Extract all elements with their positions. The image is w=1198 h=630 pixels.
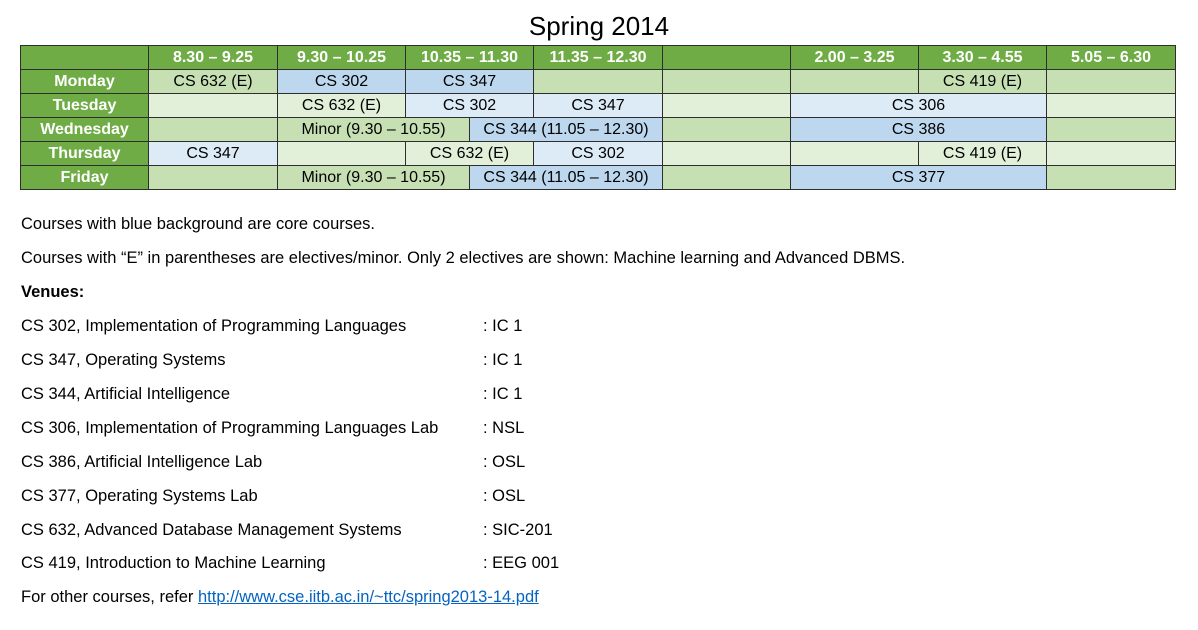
empty-cell (1046, 93, 1176, 118)
timetable: 8.30 – 9.25 9.30 – 10.25 10.35 – 11.30 11.3… (20, 45, 1176, 190)
header-slot: 11.35 – 12.30 (533, 45, 663, 70)
timetable-header-row: 8.30 – 9.25 9.30 – 10.25 10.35 – 11.30 11.3… (20, 45, 1176, 70)
venue-location: : OSL (483, 487, 526, 505)
timetable-row: Tuesday CS 632 (E) CS 302 CS 347 CS 306 (20, 93, 1176, 118)
timetable-row: Wednesday Minor (9.30 – 10.55) CS 344 (11.… (20, 117, 1176, 142)
empty-cell (277, 141, 406, 166)
course-cell: CS 632 (E) (405, 141, 534, 166)
empty-cell (148, 165, 278, 190)
empty-cell (148, 93, 278, 118)
empty-cell (1046, 117, 1176, 142)
day-label: Thursday (20, 141, 149, 166)
timetable-row: Monday CS 632 (E) CS 302 CS 347 CS 419 (E) (20, 69, 1176, 94)
course-cell: CS 632 (E) (148, 69, 278, 94)
course-cell: CS 344 (11.05 – 12.30) (469, 165, 663, 190)
venue-location: : OSL (483, 453, 526, 471)
empty-cell (790, 141, 919, 166)
venue-course: CS 306, Implementation of Programming La… (21, 419, 439, 437)
venue-location: : SIC-201 (483, 521, 553, 539)
header-slot: 5.05 – 6.30 (1046, 45, 1176, 70)
empty-cell (662, 165, 791, 190)
course-cell: CS 302 (405, 93, 534, 118)
empty-cell (1046, 141, 1176, 166)
venue-course: CS 347, Operating Systems (21, 351, 226, 369)
page-title: Spring 2014 (528, 11, 670, 41)
header-slot: 3.30 – 4.55 (918, 45, 1047, 70)
course-cell: CS 306 (790, 93, 1047, 118)
empty-cell (533, 69, 663, 94)
course-cell: Minor (9.30 – 10.55) (277, 117, 470, 142)
course-cell: CS 347 (533, 93, 663, 118)
venues-heading: Venues: (21, 283, 85, 301)
venue-course: CS 302, Implementation of Programming La… (21, 317, 407, 335)
header-slot (662, 45, 791, 70)
venue-course: CS 632, Advanced Database Management Sys… (21, 521, 402, 539)
timetable-pdf-link[interactable]: http://www.cse.iitb.ac.in/~ttc/spring201… (197, 588, 539, 606)
course-cell: Minor (9.30 – 10.55) (277, 165, 470, 190)
note-electives: Courses with “E” in parentheses are elec… (21, 249, 906, 267)
course-cell: CS 386 (790, 117, 1047, 142)
venue-location: : EEG 001 (483, 554, 560, 572)
course-cell: CS 344 (11.05 – 12.30) (469, 117, 663, 142)
venue-course: CS 419, Introduction to Machine Learning (21, 554, 326, 572)
day-label: Friday (20, 165, 149, 190)
venue-location: : NSL (483, 419, 525, 437)
timetable-row: Friday Minor (9.30 – 10.55) CS 344 (11.05 … (20, 165, 1176, 190)
course-cell: CS 377 (790, 165, 1047, 190)
header-slot: 8.30 – 9.25 (148, 45, 278, 70)
empty-cell (662, 69, 791, 94)
course-cell: CS 419 (E) (918, 69, 1047, 94)
venue-course: CS 377, Operating Systems Lab (21, 487, 258, 505)
course-cell: CS 419 (E) (918, 141, 1047, 166)
empty-cell (1046, 69, 1176, 94)
venue-location: : IC 1 (483, 351, 523, 369)
empty-cell (662, 117, 791, 142)
header-slot: 2.00 – 3.25 (790, 45, 919, 70)
course-cell: CS 302 (277, 69, 406, 94)
empty-cell (662, 93, 791, 118)
venue-location: : IC 1 (483, 317, 523, 335)
course-cell: CS 302 (533, 141, 663, 166)
header-slot: 10.35 – 11.30 (405, 45, 534, 70)
timetable-row: Thursday CS 347 CS 632 (E) CS 302 CS 419 (E) (20, 141, 1176, 166)
note-core: Courses with blue background are core co… (21, 215, 376, 233)
day-label: Monday (20, 69, 149, 94)
header-slot: 9.30 – 10.25 (277, 45, 406, 70)
course-cell: CS 347 (405, 69, 534, 94)
day-label: Wednesday (20, 117, 149, 142)
empty-cell (1046, 165, 1176, 190)
course-cell: CS 347 (148, 141, 278, 166)
empty-cell (662, 141, 791, 166)
empty-cell (790, 69, 919, 94)
empty-cell (148, 117, 278, 142)
venue-location: : IC 1 (483, 385, 523, 403)
other-courses-line: For other courses, refer http://www.cse.… (21, 587, 539, 607)
venue-course: CS 386, Artificial Intelligence Lab (21, 453, 263, 471)
day-label: Tuesday (20, 93, 149, 118)
other-courses-prefix: For other courses, refer (21, 588, 198, 606)
venue-course: CS 344, Artificial Intelligence (21, 385, 231, 403)
course-cell: CS 632 (E) (277, 93, 406, 118)
header-corner (20, 45, 149, 70)
